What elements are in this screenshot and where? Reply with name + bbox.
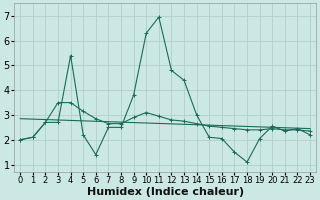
X-axis label: Humidex (Indice chaleur): Humidex (Indice chaleur): [87, 187, 244, 197]
